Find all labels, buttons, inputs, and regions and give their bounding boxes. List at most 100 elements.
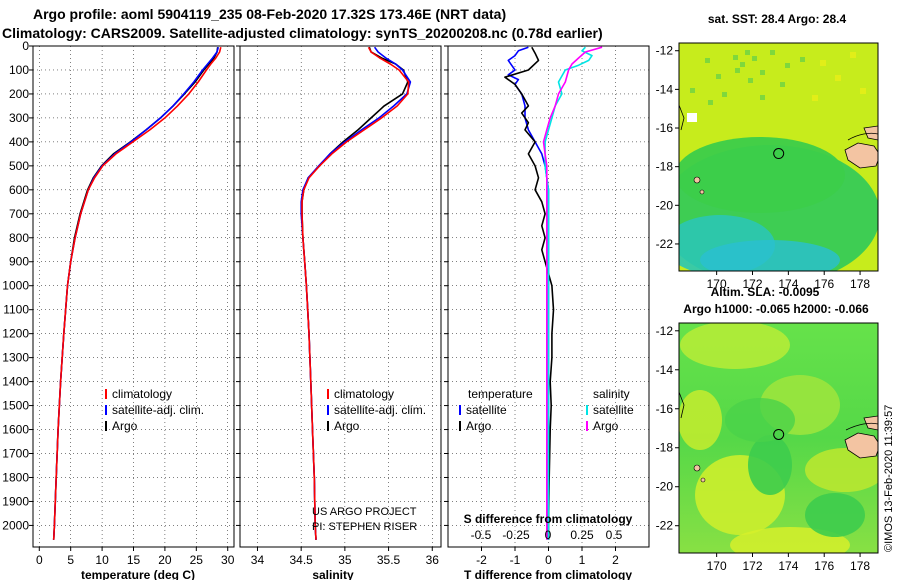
- sst-cell: [785, 63, 790, 68]
- sst-cell: [820, 60, 826, 66]
- legend-label: satellite: [593, 403, 634, 417]
- viti-levu-island: [844, 432, 878, 459]
- map-x-tick-label: 170: [707, 277, 727, 291]
- sst-cell: [760, 95, 765, 100]
- y-tick-label: 1800: [2, 470, 29, 484]
- series-line-s-satellite: [544, 46, 593, 540]
- legend-label: Argo: [466, 419, 492, 433]
- sst-map-cells: [690, 50, 866, 105]
- x-tick-label: 34: [251, 553, 265, 567]
- map-y-tick-label: -16: [656, 121, 674, 135]
- sla-map-title-line1: Altim. SLA: -0.0095: [711, 285, 820, 299]
- sla-map-title-line2: Argo h1000: -0.065 h2000: -0.066: [683, 302, 869, 316]
- y-tick-label: 1000: [2, 279, 29, 293]
- sst-cell: [770, 50, 775, 55]
- small-island: [693, 464, 701, 472]
- x-tick-label: 36: [426, 553, 440, 567]
- sla-islands: [679, 391, 878, 483]
- sst-cell: [835, 75, 841, 81]
- sst-cell: [733, 55, 738, 60]
- salinity-series: [300, 46, 412, 540]
- y-tick-label: 1100: [3, 303, 29, 317]
- sst-cell: [705, 58, 710, 63]
- difference-legend: temperature salinity satellite Argo satellit…: [459, 387, 634, 433]
- x-tick-label: 0: [36, 553, 43, 567]
- y-tick-label: 1600: [2, 423, 29, 437]
- y-tick-label: 1300: [2, 351, 29, 365]
- salinity-xlabel: salinity: [312, 568, 354, 580]
- sla-map-ticks: 170 172 174 176 178 -12 -14 -16 -18 -20 -22: [656, 324, 871, 573]
- legend-label: Argo: [334, 419, 360, 433]
- legend-label: satellite: [466, 403, 507, 417]
- difference-series: [504, 46, 603, 540]
- series-line-climatology: [301, 46, 410, 540]
- y-tick-label: 300: [9, 111, 29, 125]
- sla-high-region: [805, 448, 878, 492]
- secondary-x-tick-label: -0.25: [502, 528, 530, 542]
- salinity-panel: 34 34.5 35 35.5 36 climatology satellite-adj.…: [236, 45, 442, 580]
- sla-map-frame: [678, 322, 879, 554]
- small-island: [699, 189, 705, 195]
- difference-panel: -2 -1 0 1 2 temperature salinity satellite Argo…: [444, 45, 650, 580]
- y-tick-label: 700: [9, 207, 29, 221]
- secondary-x-tick-label: 0: [545, 528, 552, 542]
- y-tick-label: 100: [9, 63, 29, 77]
- map-y-tick-label: -20: [656, 198, 674, 212]
- series-line-climatology: [52, 47, 222, 540]
- temperature-legend: climatology satellite-adj. clim. Argo: [105, 387, 204, 433]
- sst-cell: [745, 50, 750, 55]
- y-tick-label: 1400: [2, 375, 29, 389]
- difference-ticks: -2 -1 0 1 2: [444, 45, 619, 567]
- legend-label: satellite-adj. clim.: [112, 403, 204, 417]
- viti-levu-island: [844, 142, 878, 169]
- x-tick-label: 1: [579, 553, 586, 567]
- map-x-tick-label: 174: [778, 559, 798, 573]
- figure-title-line1: Argo profile: aoml 5904119_235 08-Feb-20…: [33, 6, 507, 22]
- x-tick-label: -1: [510, 553, 521, 567]
- sst-coldest-region: [700, 240, 840, 271]
- sla-map: Altim. SLA: -0.0095 Argo h1000: -0.065 h…: [656, 285, 879, 573]
- map-x-tick-label: 178: [850, 277, 870, 291]
- secondary-x-tick-label: 0.25: [570, 528, 594, 542]
- credit-label: ©IMOS 13-Feb-2020 11:39:57: [883, 404, 895, 552]
- sst-cell: [690, 88, 695, 93]
- sla-low-region: [805, 493, 865, 537]
- y-tick-label: 0: [22, 39, 29, 53]
- secondary-x-tick-label: -0.5: [471, 528, 492, 542]
- y-tick-label: 1700: [2, 447, 29, 461]
- sst-map-frame: [678, 42, 879, 272]
- sst-cell: [740, 62, 745, 67]
- map-x-tick-label: 176: [814, 277, 834, 291]
- map-y-tick-label: -18: [656, 441, 674, 455]
- reef-outline: [847, 132, 878, 141]
- map-x-tick-label: 172: [742, 559, 762, 573]
- sst-cell: [708, 100, 713, 105]
- small-island: [693, 176, 701, 184]
- salinity-axes-frame: [239, 45, 442, 548]
- series-line-s-argo: [542, 46, 603, 540]
- temperature-series: [52, 46, 222, 540]
- y-tick-label: 900: [9, 255, 29, 269]
- sst-cell: [860, 88, 866, 94]
- sst-mid-region: [679, 137, 845, 213]
- sst-cell: [850, 52, 856, 58]
- map-x-tick-label: 174: [778, 277, 798, 291]
- figure-title-line2: Climatology: CARS2009. Satellite-adjuste…: [2, 25, 603, 41]
- sst-cell: [760, 70, 765, 75]
- x-tick-label: 35.5: [377, 553, 401, 567]
- x-tick-label: 5: [67, 553, 74, 567]
- salinity-annotation-line1: US ARGO PROJECT: [312, 506, 417, 518]
- sst-cell: [800, 57, 805, 62]
- map-y-tick-label: -14: [656, 82, 674, 96]
- y-tick-label: 200: [9, 87, 29, 101]
- x-tick-label: 10: [95, 553, 109, 567]
- y-tick-label: 400: [9, 135, 29, 149]
- sla-low-region: [725, 398, 795, 442]
- sst-cell: [748, 78, 753, 83]
- sla-low-region: [748, 435, 792, 495]
- float-position-marker: [773, 428, 785, 440]
- map-y-tick-label: -14: [656, 363, 674, 377]
- sst-cell: [735, 68, 740, 73]
- map-x-tick-label: 170: [707, 559, 727, 573]
- y-tick-label: 600: [9, 183, 29, 197]
